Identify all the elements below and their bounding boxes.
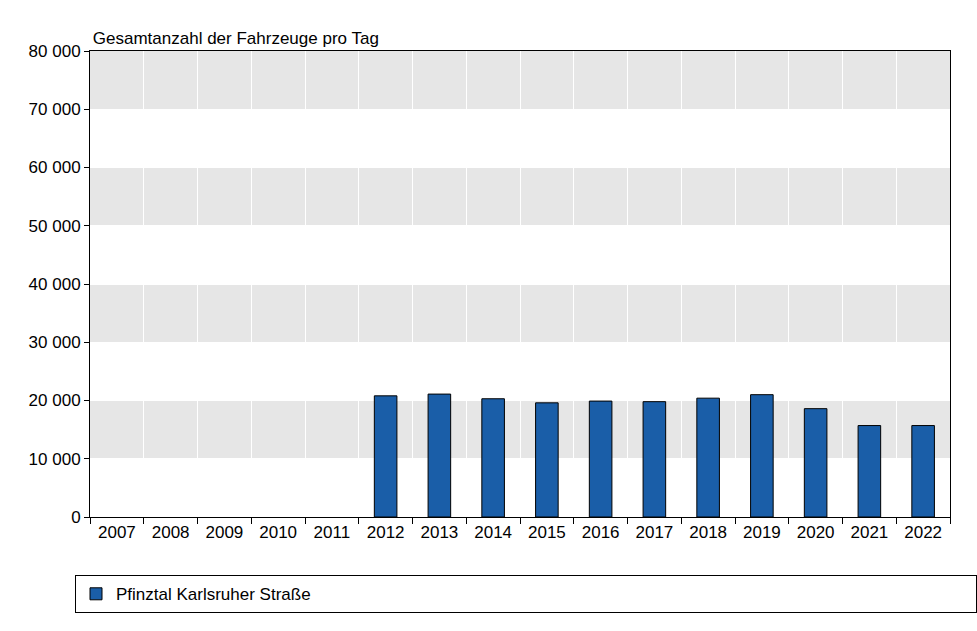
svg-text:2016: 2016 bbox=[582, 523, 620, 542]
svg-text:2019: 2019 bbox=[743, 523, 781, 542]
svg-text:2015: 2015 bbox=[528, 523, 566, 542]
svg-text:50 000: 50 000 bbox=[29, 217, 81, 236]
svg-text:2012: 2012 bbox=[367, 523, 405, 542]
svg-text:2017: 2017 bbox=[635, 523, 673, 542]
svg-text:60 000: 60 000 bbox=[29, 158, 81, 177]
svg-text:10 000: 10 000 bbox=[29, 450, 81, 469]
svg-text:2021: 2021 bbox=[850, 523, 888, 542]
svg-text:70 000: 70 000 bbox=[29, 100, 81, 119]
svg-text:Pfinztal Karlsruher Straße: Pfinztal Karlsruher Straße bbox=[116, 585, 311, 604]
svg-text:2013: 2013 bbox=[420, 523, 458, 542]
svg-text:80 000: 80 000 bbox=[29, 42, 81, 61]
svg-text:30 000: 30 000 bbox=[29, 333, 81, 352]
svg-text:2022: 2022 bbox=[904, 523, 942, 542]
svg-text:2007: 2007 bbox=[98, 523, 136, 542]
svg-text:2020: 2020 bbox=[797, 523, 835, 542]
svg-text:2009: 2009 bbox=[205, 523, 243, 542]
svg-text:2010: 2010 bbox=[259, 523, 297, 542]
svg-text:20 000: 20 000 bbox=[29, 391, 81, 410]
svg-text:2011: 2011 bbox=[314, 523, 351, 542]
svg-text:40 000: 40 000 bbox=[29, 275, 81, 294]
svg-text:2014: 2014 bbox=[474, 523, 512, 542]
svg-text:0: 0 bbox=[71, 508, 80, 527]
svg-text:2008: 2008 bbox=[152, 523, 190, 542]
svg-text:Gesamtanzahl der Fahrzeuge pro: Gesamtanzahl der Fahrzeuge pro Tag bbox=[93, 29, 379, 48]
svg-text:2018: 2018 bbox=[689, 523, 727, 542]
